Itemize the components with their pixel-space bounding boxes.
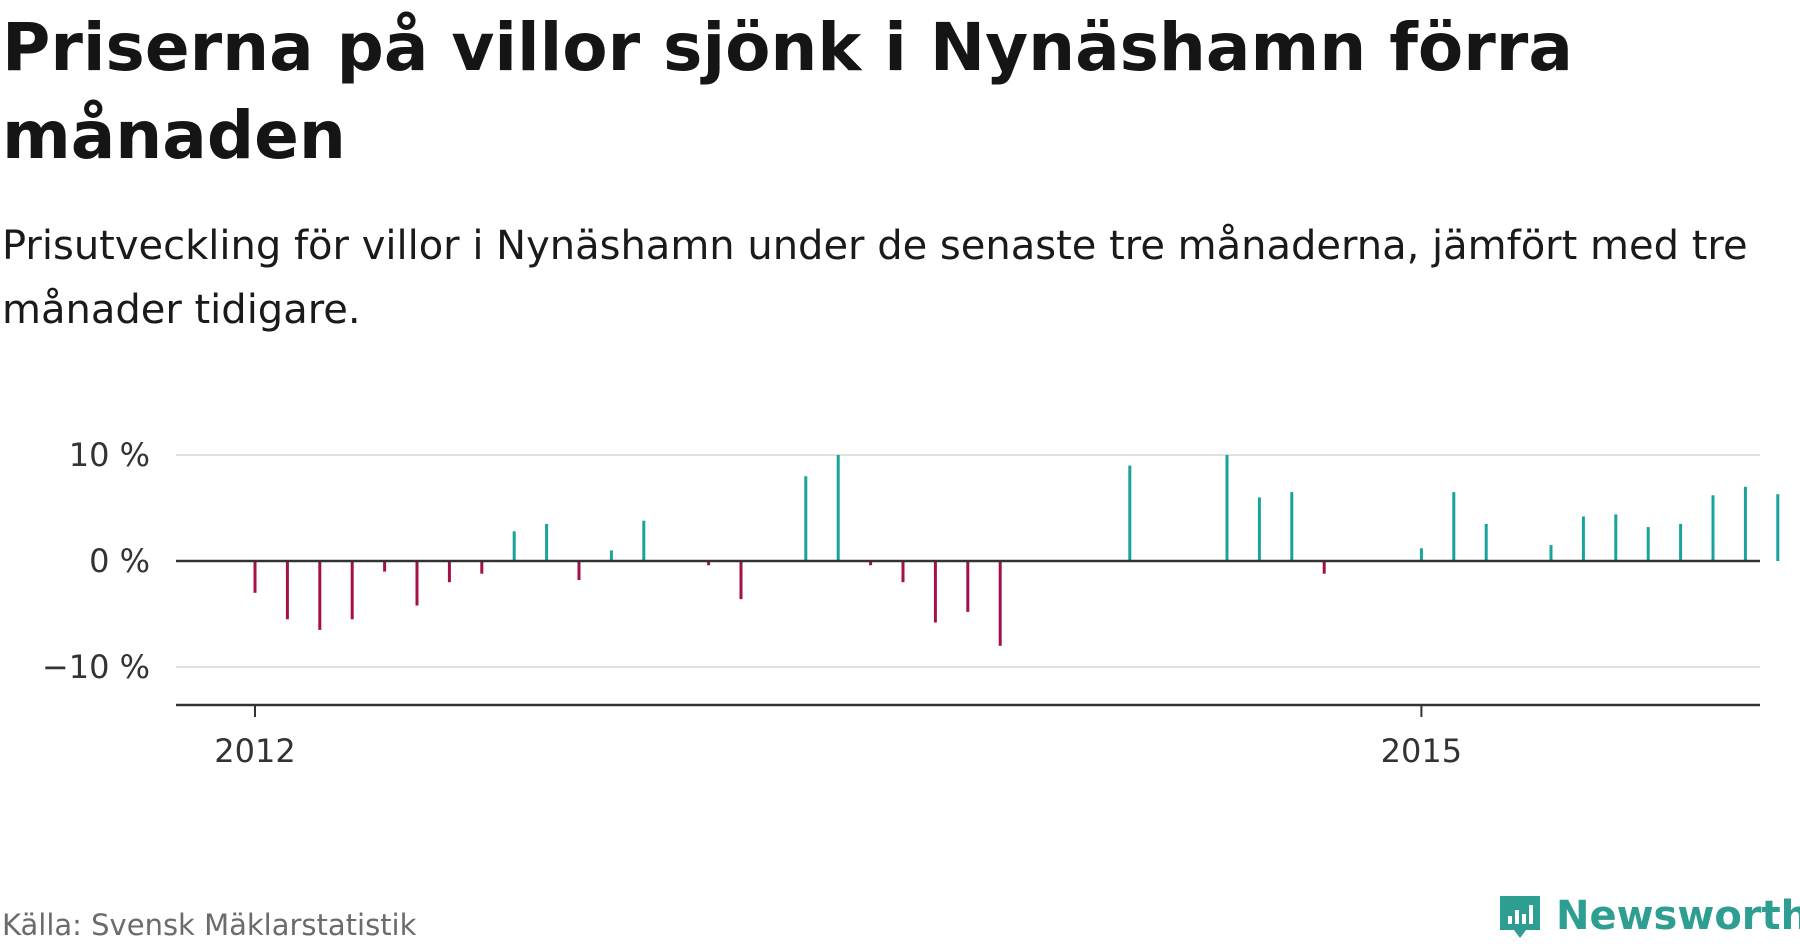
bar bbox=[869, 561, 873, 566]
axes bbox=[176, 559, 1760, 717]
bar bbox=[1484, 523, 1488, 561]
tick-labels: 10 %0 %−10 %20122015201820212023−12 % bbox=[42, 436, 1462, 770]
bar bbox=[609, 550, 613, 561]
bar bbox=[350, 561, 354, 620]
bar bbox=[1743, 486, 1747, 561]
bar bbox=[1646, 527, 1650, 561]
bar bbox=[1257, 497, 1261, 561]
bar bbox=[285, 561, 289, 620]
x-tick-label: 2012 bbox=[214, 732, 295, 770]
bar bbox=[1581, 516, 1585, 561]
grid-lines bbox=[176, 454, 1760, 668]
bar bbox=[1711, 495, 1715, 561]
bar bbox=[1225, 455, 1229, 561]
x-tick-label: 2015 bbox=[1381, 732, 1462, 770]
bar bbox=[512, 531, 516, 561]
bar bbox=[933, 561, 937, 623]
bar bbox=[253, 561, 257, 593]
source-note: Källa: Svensk Mäklarstatistik bbox=[2, 908, 417, 942]
bar bbox=[804, 476, 808, 561]
bar bbox=[707, 561, 711, 566]
bar bbox=[1128, 465, 1132, 561]
bar bbox=[383, 561, 387, 572]
bar bbox=[1290, 492, 1294, 561]
chart-subtitle: Prisutveckling för villor i Nynäshamn un… bbox=[2, 223, 1748, 333]
newsworthy-logo-icon bbox=[1500, 896, 1540, 938]
bar bbox=[545, 523, 549, 561]
y-tick-label: −10 % bbox=[42, 648, 150, 686]
bars bbox=[253, 455, 1780, 646]
bar-chart: 10 %0 %−10 %20122015201820212023−12 % bbox=[42, 436, 1780, 770]
bar bbox=[447, 561, 451, 583]
y-tick-label: 10 % bbox=[69, 436, 150, 474]
bar bbox=[836, 455, 840, 561]
bar bbox=[577, 561, 581, 581]
bar bbox=[901, 561, 905, 583]
bar bbox=[1549, 545, 1553, 561]
bar bbox=[480, 561, 484, 574]
bar bbox=[1614, 514, 1618, 561]
y-tick-label: 0 % bbox=[89, 542, 150, 580]
bar bbox=[1452, 492, 1456, 561]
bar bbox=[1419, 548, 1423, 561]
chart-title: Priserna på villor sjönk i Nynäshamn för… bbox=[2, 9, 1573, 174]
bar bbox=[642, 520, 646, 561]
bar bbox=[1776, 494, 1780, 561]
bar bbox=[739, 561, 743, 600]
bar bbox=[318, 561, 322, 630]
bar bbox=[966, 561, 970, 612]
bar bbox=[415, 561, 419, 606]
bar bbox=[1679, 523, 1683, 561]
newsworthy-logo-text: Newsworthy bbox=[1556, 893, 1800, 939]
bar bbox=[998, 561, 1002, 646]
bar bbox=[1322, 561, 1326, 574]
newsworthy-logo: Newsworthy bbox=[1496, 886, 1800, 946]
